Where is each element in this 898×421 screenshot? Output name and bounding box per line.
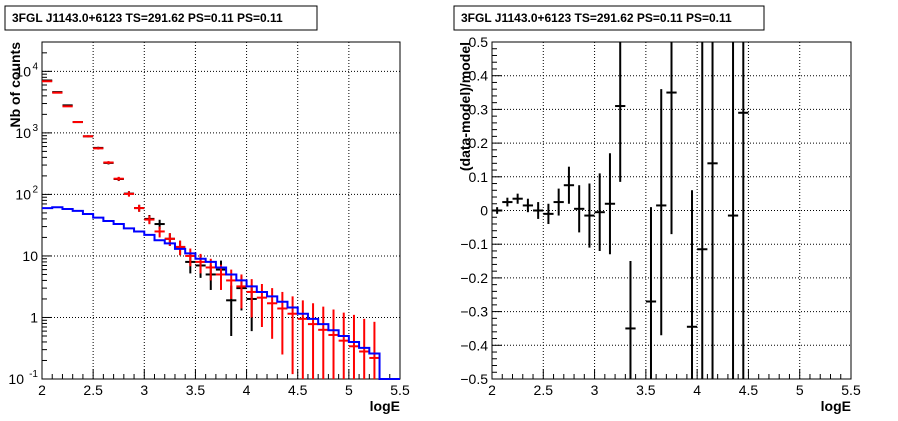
x-tick-label: 4.5 (739, 382, 759, 398)
x-tick-label: 2 (38, 382, 46, 398)
y-tick-exponent: 2 (32, 184, 38, 195)
y-tick-label: −0.3 (460, 304, 488, 320)
y-tick-exponent: 4 (32, 61, 38, 72)
x-axis-label: logE (821, 398, 851, 414)
x-tick-label: 2.5 (534, 382, 554, 398)
data-point (134, 204, 145, 212)
data-point (256, 283, 268, 328)
data-point (62, 105, 73, 108)
y-tick-label: 10 (15, 186, 31, 202)
x-tick-label: 4.5 (288, 382, 308, 398)
model-step-line (42, 206, 400, 380)
data-point (72, 121, 83, 124)
y-tick-exponent: -1 (29, 369, 38, 380)
y-tick-label: −0.4 (460, 337, 488, 353)
data-point (594, 173, 605, 251)
y-tick-label: 10 (15, 63, 31, 79)
y-tick-label: −0.1 (460, 236, 488, 252)
data-point (174, 240, 186, 256)
data-point (369, 321, 380, 379)
x-tick-label: 5.5 (841, 382, 861, 398)
data-point (512, 193, 523, 204)
data-point (103, 161, 114, 165)
y-tick-label: 0.3 (469, 101, 489, 117)
data-point (42, 80, 53, 83)
data-point (215, 264, 227, 290)
data-point (348, 314, 360, 379)
x-tick-label: 4 (243, 382, 251, 398)
data-point (82, 135, 94, 138)
x-tick-label: 5.5 (390, 382, 410, 398)
x-tick-label: 5 (345, 382, 353, 398)
y-tick-label: 1 (30, 309, 38, 325)
data-point (697, 42, 708, 379)
y-tick-label: −0.2 (460, 270, 488, 286)
data-point (185, 248, 196, 267)
data-point (707, 42, 718, 379)
data-point (543, 203, 554, 224)
data-point (563, 166, 575, 204)
data-point (338, 312, 349, 379)
y-tick-label: −0.5 (460, 371, 488, 387)
data-point (113, 176, 124, 181)
x-tick-label: 3.5 (636, 382, 656, 398)
y-tick-exponent: 3 (32, 123, 38, 134)
x-axis-label: logE (370, 398, 400, 414)
x-tick-label: 3 (591, 382, 599, 398)
title-box (453, 5, 765, 31)
data-point (615, 42, 626, 182)
y-tick-label: 10 (8, 371, 24, 387)
y-tick-label: 0.5 (469, 34, 489, 50)
data-point (666, 42, 677, 235)
data-point (144, 215, 155, 225)
data-point (328, 309, 339, 379)
data-point (656, 89, 667, 336)
data-point (52, 91, 63, 94)
data-point (625, 261, 636, 379)
chart-title: 3FGL J1143.0+6123 TS=291.62 PS=0.11 PS=0… (461, 11, 732, 25)
x-tick-label: 2.5 (83, 382, 103, 398)
data-point (738, 42, 749, 379)
y-tick-label: 10 (22, 248, 38, 264)
data-point (195, 253, 206, 274)
y-tick-label: 0.2 (469, 135, 489, 151)
data-point (645, 207, 657, 379)
data-point (359, 318, 370, 379)
y-tick-label: 10 (15, 125, 31, 141)
data-point (553, 188, 564, 216)
y-tick-label: 0.4 (469, 68, 489, 84)
data-point (502, 197, 513, 207)
data-point (584, 183, 595, 248)
data-point (307, 303, 319, 379)
chart-title: 3FGL J1143.0+6123 TS=291.62 PS=0.11 PS=0… (12, 11, 283, 25)
data-point (604, 153, 616, 255)
plot-frame (41, 41, 401, 380)
title-box (4, 5, 318, 31)
x-tick-label: 4 (693, 382, 701, 398)
data-point (522, 198, 534, 213)
data-point (318, 306, 329, 379)
data-point (123, 191, 135, 197)
y-tick-label: 0 (480, 203, 488, 219)
y-tick-label: 0.1 (469, 169, 489, 185)
x-tick-label: 2 (488, 382, 496, 398)
data-point (727, 42, 739, 379)
y-axis-label: (data-model)/model (457, 42, 473, 171)
x-tick-label: 5 (796, 382, 804, 398)
data-point (533, 202, 544, 219)
y-axis-label: Nb of counts (7, 42, 23, 128)
data-point (297, 300, 308, 379)
data-point (154, 226, 165, 238)
data-point (492, 207, 503, 214)
residuals-panel: 3FGL J1143.0+6123 TS=291.62 PS=0.11 PS=0… (453, 5, 861, 414)
counts-panel: 3FGL J1143.0+6123 TS=291.62 PS=0.11 PS=0… (4, 5, 410, 414)
x-tick-label: 3 (140, 382, 148, 398)
data-point (686, 190, 698, 379)
data-point (93, 147, 104, 150)
data-point (287, 296, 298, 375)
data-point (574, 185, 585, 233)
x-tick-label: 3.5 (186, 382, 206, 398)
